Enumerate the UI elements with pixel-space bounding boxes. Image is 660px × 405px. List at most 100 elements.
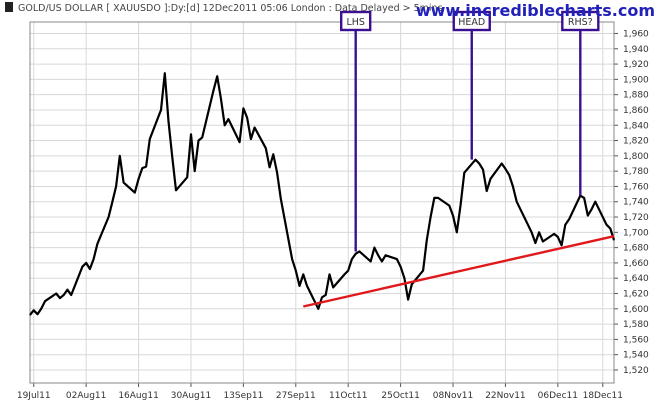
data-point — [63, 294, 65, 296]
support-trendline — [303, 234, 615, 308]
x-tick-label: 18Dec11 — [583, 391, 623, 401]
data-point — [317, 308, 319, 310]
data-point — [474, 159, 477, 161]
y-tick-label: 1,720 — [623, 213, 649, 223]
y-tick-label: 1,760 — [623, 182, 649, 192]
data-point — [459, 204, 462, 207]
annotations: LHS HEAD RHS? — [339, 10, 600, 252]
data-point — [295, 269, 297, 272]
data-point — [486, 190, 488, 192]
data-point — [358, 250, 361, 253]
data-point — [212, 90, 215, 92]
y-tick-label: 1,780 — [623, 167, 649, 177]
data-point — [111, 201, 113, 203]
data-point — [385, 254, 387, 256]
data-point — [186, 176, 188, 178]
y-tick-label: 1,540 — [623, 351, 649, 361]
y-tick-label: 1,700 — [623, 228, 649, 238]
data-point — [605, 224, 608, 226]
data-point — [456, 231, 458, 233]
data-point — [590, 208, 593, 210]
data-point — [272, 153, 274, 155]
x-tick-label: 11Oct11 — [329, 391, 367, 401]
data-point — [542, 240, 544, 243]
data-point — [36, 313, 39, 315]
data-point — [224, 124, 226, 126]
data-point — [291, 258, 293, 260]
data-point — [370, 260, 372, 262]
y-tick-label: 1,880 — [623, 91, 649, 101]
data-point — [553, 233, 555, 235]
data-point — [501, 162, 503, 165]
data-point — [246, 117, 248, 119]
data-point — [134, 191, 136, 194]
header-marker-icon — [5, 2, 13, 12]
x-tick-label: 08Nov11 — [433, 391, 473, 401]
data-point — [276, 172, 278, 174]
x-tick-label: 13Sep11 — [223, 391, 263, 401]
grid-lines — [30, 22, 614, 383]
x-tick-label: 30Aug11 — [171, 391, 211, 401]
data-point — [463, 172, 465, 174]
y-tick-label: 1,640 — [623, 274, 649, 284]
data-point — [265, 147, 267, 149]
data-point — [381, 260, 383, 262]
x-tick-label: 02Aug11 — [66, 391, 106, 401]
data-point — [527, 224, 529, 226]
chart-title: GOLD/US DOLLAR [ XAUUSDO ]:Dy:[d] 12Dec2… — [18, 3, 443, 14]
data-point — [583, 197, 585, 199]
y-tick-label: 1,820 — [623, 137, 649, 147]
data-point — [448, 204, 450, 207]
data-point — [108, 216, 110, 218]
data-point — [33, 309, 35, 311]
data-point — [96, 243, 98, 245]
data-point — [160, 109, 162, 111]
data-point — [44, 300, 46, 302]
data-point — [239, 141, 241, 143]
data-point — [194, 170, 196, 172]
data-point — [347, 269, 349, 272]
data-point — [568, 218, 570, 220]
data-point — [141, 167, 143, 169]
data-point — [122, 182, 125, 184]
chart-axes — [29, 21, 618, 387]
data-point — [29, 314, 31, 316]
data-point — [433, 197, 435, 199]
data-point — [534, 242, 536, 244]
tick-labels: 1,520 1,540 1,560 1,580 1,600 1,620 1,640 1,660… — [17, 29, 649, 401]
y-tick-label: 1,800 — [623, 152, 649, 162]
data-point — [429, 216, 432, 218]
y-tick-label: 1,900 — [623, 75, 649, 85]
annotation-label: RHS? — [568, 17, 593, 28]
x-tick-label: 27Sep11 — [276, 391, 316, 401]
data-point — [149, 138, 151, 140]
data-point — [298, 285, 301, 287]
data-point — [81, 266, 84, 268]
data-point — [70, 294, 72, 296]
data-point — [557, 236, 559, 238]
data-point — [328, 273, 331, 275]
y-tick-label: 1,740 — [623, 198, 649, 208]
annotation-box — [561, 10, 600, 32]
data-point — [437, 197, 439, 199]
annotation-label: HEAD — [458, 17, 485, 28]
data-point — [167, 120, 170, 123]
data-point — [175, 189, 177, 191]
data-point — [613, 239, 615, 241]
data-point — [280, 198, 282, 200]
data-point — [594, 201, 596, 203]
data-point — [164, 72, 166, 74]
data-point — [422, 269, 424, 272]
annotation-label: LHS — [346, 17, 364, 28]
data-point — [250, 138, 252, 140]
data-point — [489, 178, 492, 180]
data-point — [452, 214, 454, 217]
y-tick-label: 1,920 — [623, 60, 649, 70]
data-point — [512, 185, 514, 188]
data-point — [325, 294, 327, 296]
data-point — [478, 162, 480, 165]
data-point — [220, 97, 222, 100]
data-point — [332, 286, 334, 288]
data-point — [145, 165, 147, 168]
x-tick-label: 25Oct11 — [381, 391, 419, 401]
